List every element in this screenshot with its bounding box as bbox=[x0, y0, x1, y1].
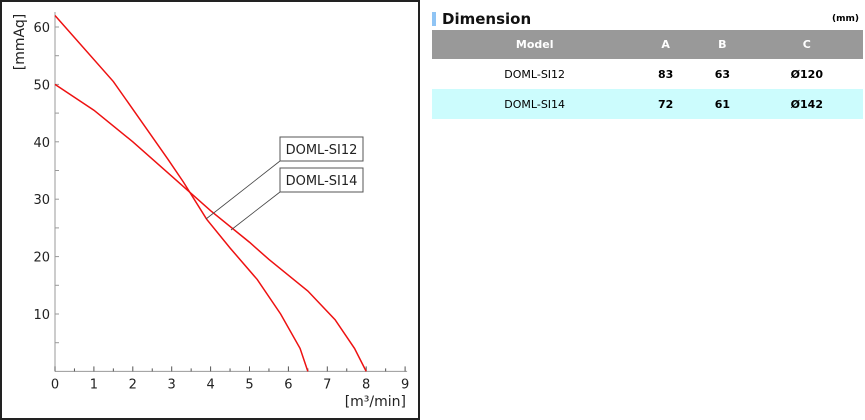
y-tick-label: 40 bbox=[33, 136, 50, 151]
x-tick-label: 2 bbox=[129, 377, 137, 392]
leader-line bbox=[230, 191, 281, 231]
dimension-title: Dimension bbox=[442, 10, 532, 28]
header-model: Model bbox=[432, 30, 638, 59]
table-row: DOML-SI12 83 63 Ø120 bbox=[432, 59, 863, 89]
y-axis-label: [mmAq] bbox=[12, 14, 28, 70]
cell-model: DOML-SI12 bbox=[504, 67, 566, 81]
dimension-table: Model A B C DOML-SI12 83 63 Ø120 DOML-SI… bbox=[432, 30, 863, 119]
header-b: B bbox=[694, 30, 751, 59]
y-tick-label: 50 bbox=[33, 78, 50, 93]
table-header: Model A B C bbox=[432, 30, 863, 59]
x-tick-label: 1 bbox=[90, 377, 98, 392]
x-tick-label: 8 bbox=[362, 377, 370, 392]
x-tick-label: 9 bbox=[401, 377, 409, 392]
legend-box bbox=[279, 167, 364, 193]
x-axis-label: [m³/min] bbox=[345, 394, 406, 410]
series-line-doml-si12 bbox=[54, 15, 309, 372]
x-tick-label: 3 bbox=[168, 377, 176, 392]
cell-a: 72 bbox=[637, 89, 695, 119]
cell-c: Ø120 bbox=[790, 67, 823, 81]
header-a: A bbox=[637, 30, 695, 59]
legend-label: DOML-SI14 bbox=[286, 174, 358, 189]
x-tick-label: 5 bbox=[245, 377, 253, 392]
x-tick-label: 6 bbox=[284, 377, 292, 392]
leader-line bbox=[205, 160, 281, 220]
cell-b: 61 bbox=[694, 89, 751, 119]
cell-a: 83 bbox=[658, 67, 674, 81]
section-marker-icon bbox=[432, 12, 436, 26]
cell-b: 63 bbox=[714, 67, 730, 81]
header-c: C bbox=[750, 30, 863, 59]
cell-c: Ø142 bbox=[750, 89, 863, 119]
x-tick-label: 4 bbox=[206, 377, 214, 392]
y-tick-label: 20 bbox=[33, 251, 50, 266]
performance-chart: 10 20 30 40 50 60 0 1 2 3 4 5 6 7 8 9 [m³/min] [mmAq] DOML… bbox=[0, 0, 420, 420]
legend-label: DOML-SI12 bbox=[286, 143, 358, 158]
unit-label: (mm) bbox=[832, 14, 859, 24]
dimension-section: Dimension (mm) Model A B C DOML-SI12 83 … bbox=[432, 8, 863, 119]
x-tick-label: 0 bbox=[51, 377, 59, 392]
table-row: DOML-SI14 72 61 Ø142 bbox=[432, 89, 863, 119]
x-tick-label: 7 bbox=[323, 377, 331, 392]
y-tick-label: 30 bbox=[33, 193, 50, 208]
y-tick-label: 10 bbox=[33, 308, 50, 323]
series-line-doml-si14 bbox=[54, 83, 367, 372]
y-tick-label: 60 bbox=[33, 21, 50, 36]
cell-model: DOML-SI14 bbox=[432, 89, 638, 119]
legend-box bbox=[279, 136, 364, 162]
